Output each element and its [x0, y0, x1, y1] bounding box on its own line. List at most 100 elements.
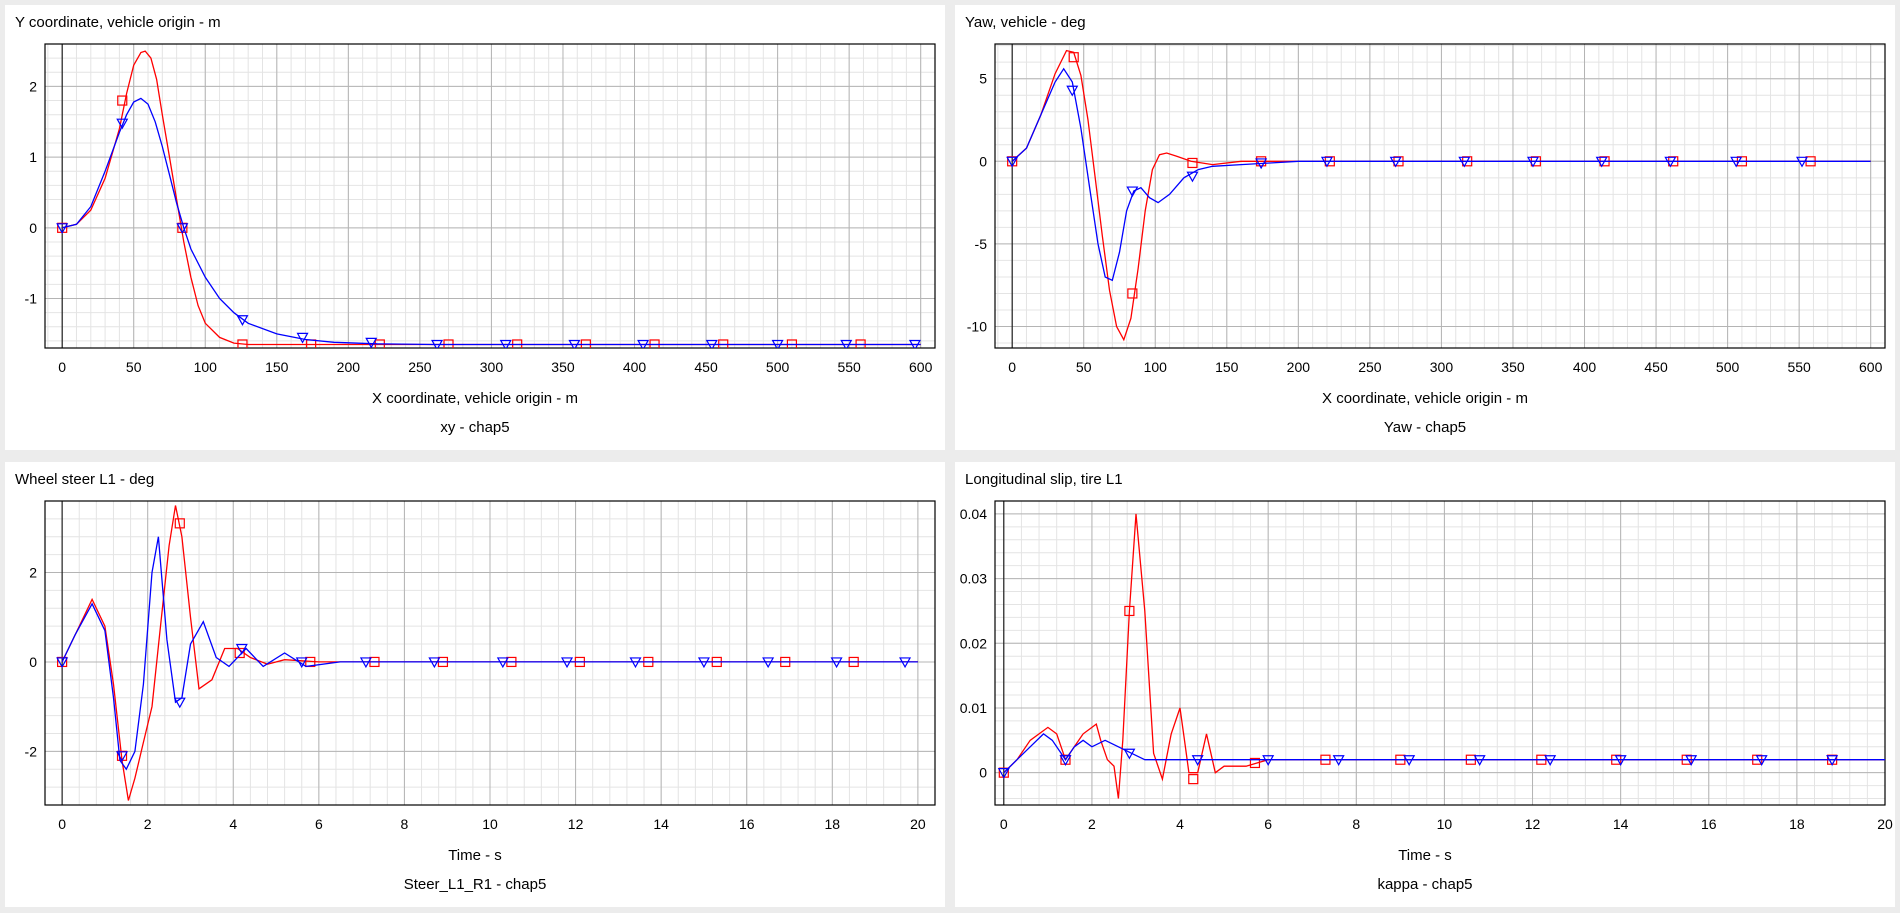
minor-grid	[45, 44, 935, 348]
data-point-blue	[115, 751, 129, 763]
plot-area[interactable]: 0 50 100 150 200 250 300 350 400 450 500 550 600 -1 0 1…	[5, 5, 945, 450]
x-tick-label: 100	[194, 359, 218, 375]
data-point-blue	[697, 657, 710, 669]
data-point-blue	[499, 339, 512, 348]
y-tick-label: 2	[29, 78, 37, 94]
x-tick-label: 10	[482, 816, 498, 832]
data-point-red	[1068, 52, 1079, 63]
data-point-blue	[365, 337, 378, 348]
series-line-red	[62, 50, 921, 346]
plot-frame	[44, 500, 936, 806]
series-line-blue	[62, 97, 921, 346]
data-point-blue	[56, 223, 69, 235]
data-point-blue	[1526, 156, 1540, 168]
x-tick-label: 250	[408, 359, 432, 375]
data-point-blue	[899, 657, 912, 669]
x-tick-label: 150	[265, 359, 289, 375]
x-tick-label: 250	[1358, 359, 1382, 375]
series-line-blue	[1011, 67, 1871, 282]
data-point-blue	[1191, 755, 1204, 766]
x-tick-label: 20	[910, 816, 926, 832]
data-point-blue	[997, 768, 1010, 779]
data-point-blue	[176, 223, 189, 235]
x-tick-label: 4	[1176, 816, 1184, 832]
x-tick-label: 600	[1859, 359, 1883, 375]
data-point-blue	[359, 657, 372, 669]
plot-area[interactable]: 0 2 4 6 8 10 12 14 16 18 20 0 0.01 0.02 0.03 0.04	[955, 462, 1895, 907]
y-tick-label: 0.02	[960, 635, 987, 651]
x-tick-label: 200	[1287, 359, 1311, 375]
data-point-red	[1249, 757, 1261, 769]
data-point-blue	[1186, 171, 1199, 183]
x-tick-label: 400	[623, 359, 647, 375]
minor-grid	[995, 44, 1885, 348]
data-point-blue	[1795, 156, 1809, 168]
data-point-blue	[1826, 755, 1839, 766]
x-axis-label: X coordinate, vehicle origin - m	[1322, 390, 1528, 407]
x-tick-label: 450	[1644, 359, 1668, 375]
chart-panel-y-coordinate: Y coordinate, vehicle origin - m 0 50 100 1…	[5, 5, 945, 450]
data-point-blue	[56, 657, 69, 669]
x-tick-label: 2	[1088, 816, 1096, 832]
data-point-blue	[116, 118, 129, 130]
data-point-blue	[1458, 156, 1471, 168]
y-tick-label: 0	[979, 153, 987, 169]
data-point-blue	[428, 657, 441, 669]
y-tick-label: 0	[29, 220, 37, 236]
major-grid	[995, 501, 1886, 805]
x-tick-label: 6	[1264, 816, 1272, 832]
data-point-blue	[1389, 156, 1402, 168]
x-tick-label: 0	[58, 816, 66, 832]
series-line-red	[1011, 49, 1871, 342]
major-grid	[45, 501, 935, 805]
data-point-blue	[296, 332, 309, 344]
y-tick-label: 1	[29, 149, 37, 165]
data-point-blue	[1332, 755, 1345, 766]
x-tick-label: 20	[1877, 816, 1893, 832]
data-point-blue	[1066, 85, 1079, 97]
x-tick-label: 100	[1144, 359, 1168, 375]
chart-title: Y coordinate, vehicle origin - m	[15, 14, 221, 31]
data-point-red	[117, 95, 128, 106]
x-tick-label: 8	[1352, 816, 1360, 832]
data-point-blue	[431, 339, 444, 348]
data-point-red	[1127, 288, 1138, 299]
x-tick-label: 16	[739, 816, 755, 832]
x-axis-label: Time - s	[448, 847, 502, 864]
y-tick-label: 0.03	[960, 571, 987, 587]
x-tick-label: 450	[694, 359, 718, 375]
data-point-blue	[1685, 755, 1698, 766]
x-tick-label: 550	[1787, 359, 1811, 375]
chart-title: Yaw, vehicle - deg	[965, 14, 1086, 31]
y-tick-label: 0	[979, 765, 987, 781]
series-red	[1007, 49, 1871, 342]
data-point-red	[237, 339, 248, 348]
data-point-blue	[771, 339, 784, 348]
plot-area[interactable]: 0 2 4 6 8 10 12 14 16 18 20 -2 0 2	[5, 462, 945, 907]
chart-panel-wheel-steer: Wheel steer L1 - deg 0 2 4 6 8 10 12 14 16 18 20 -2…	[5, 462, 945, 907]
data-point-blue	[840, 339, 853, 348]
data-point-blue	[1595, 156, 1608, 168]
y-tick-label: 5	[979, 71, 987, 87]
data-point-blue	[830, 657, 843, 669]
chart-panel-yaw: Yaw, vehicle - deg 0 50 100 150 200 250 300 350…	[955, 5, 1895, 450]
data-point-red	[174, 518, 185, 529]
chart-panel-longitudinal-slip: Longitudinal slip, tire L1 0 2 4 6 8 10 12 14 16…	[955, 462, 1895, 907]
x-tick-label: 300	[480, 359, 504, 375]
plot-area[interactable]: 0 50 100 150 200 250 300 350 400 450 500 550 600-10-…	[955, 5, 1895, 450]
x-axis-label: Time - s	[1398, 847, 1452, 864]
chart-title: Wheel steer L1 - deg	[15, 471, 155, 488]
data-point-blue	[496, 657, 509, 669]
x-tick-label: 18	[1789, 816, 1805, 832]
data-point-blue	[1255, 158, 1268, 170]
data-point-blue	[1126, 186, 1139, 198]
data-point-blue	[1664, 156, 1677, 168]
data-point-blue	[762, 657, 775, 669]
data-point-red	[1187, 157, 1198, 169]
x-tick-label: 0	[1008, 359, 1016, 375]
series-blue	[1006, 67, 1871, 282]
data-point-blue	[568, 339, 581, 348]
data-point-blue	[705, 339, 718, 348]
series-blue	[997, 733, 1885, 779]
y-tick-label: -2	[25, 743, 38, 759]
